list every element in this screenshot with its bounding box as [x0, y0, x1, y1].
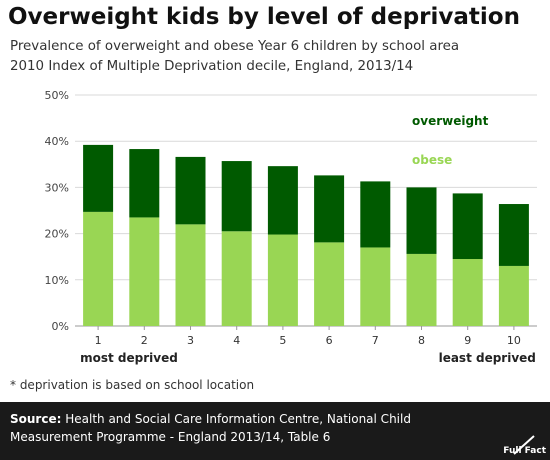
bar-obese-10 — [498, 265, 529, 326]
bar-overweight-9 — [452, 193, 483, 260]
bar-overweight-5 — [267, 166, 298, 235]
y-tick-label: 0% — [52, 320, 69, 333]
y-tick-label: 50% — [45, 89, 69, 102]
footnote: * deprivation is based on school locatio… — [10, 378, 255, 392]
bar-obese-2 — [129, 217, 160, 326]
x-tick-label: 3 — [187, 334, 194, 347]
bar-obese-7 — [360, 247, 391, 326]
bar-overweight-1 — [83, 144, 114, 212]
chart-subtitle-line2: 2010 Index of Multiple Deprivation decil… — [10, 59, 414, 74]
x-tick-label: 9 — [464, 334, 471, 347]
full-fact-logo-icon — [513, 435, 535, 455]
x-tick-label: 8 — [418, 334, 425, 347]
y-tick-label: 30% — [45, 181, 69, 194]
stacked-bar-chart: 0% 10% 20% 30% 40% 50% 1 2 3 4 5 6 7 8 9 10 most deprive… — [45, 89, 537, 365]
x-end-label-most-deprived: most deprived — [80, 351, 178, 365]
bar-obese-9 — [452, 259, 483, 326]
source-text: Health and Social Care Information Centr… — [10, 412, 411, 444]
x-tick-label: 2 — [141, 334, 148, 347]
y-tick-label: 20% — [45, 228, 69, 241]
full-fact-logo-label: Full Fact — [503, 446, 546, 456]
x-end-label-least-deprived: least deprived — [439, 351, 536, 365]
x-tick-label: 5 — [279, 334, 286, 347]
bar-obese-8 — [406, 253, 437, 326]
bar-overweight-3 — [175, 156, 206, 225]
y-tick-label: 40% — [45, 135, 69, 148]
bar-obese-1 — [83, 211, 114, 326]
bar-obese-4 — [221, 231, 252, 326]
bar-obese-5 — [267, 234, 298, 326]
bar-overweight-10 — [498, 204, 529, 266]
bar-obese-3 — [175, 224, 206, 326]
source-text-block: Source: Health and Social Care Informati… — [10, 410, 480, 446]
bar-overweight-4 — [221, 161, 252, 232]
bar-overweight-6 — [314, 175, 345, 243]
x-tick-label: 1 — [95, 334, 102, 347]
bar-overweight-8 — [406, 187, 437, 254]
x-tick-label: 4 — [233, 334, 240, 347]
source-footer: Source: Health and Social Care Informati… — [0, 402, 550, 460]
x-tick-label: 6 — [326, 334, 333, 347]
legend-label-overweight: overweight — [412, 114, 489, 128]
y-tick-label: 10% — [45, 274, 69, 287]
bar-overweight-7 — [360, 181, 391, 248]
source-label: Source: — [10, 412, 62, 426]
chart-title: Overweight kids by level of deprivation — [8, 4, 520, 30]
bar-overweight-2 — [129, 149, 160, 218]
chart-subtitle-line1: Prevalence of overweight and obese Year … — [10, 39, 460, 54]
x-tick-label: 7 — [372, 334, 379, 347]
bar-obese-6 — [314, 242, 345, 326]
x-tick-label: 10 — [507, 334, 521, 347]
legend-label-obese: obese — [412, 153, 452, 167]
